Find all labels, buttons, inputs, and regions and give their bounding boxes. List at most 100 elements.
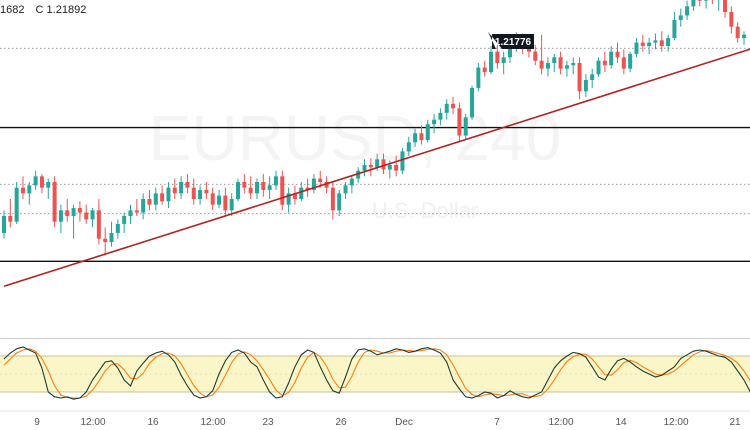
candle-body (236, 182, 241, 199)
candle-body (501, 57, 506, 63)
candle-body (147, 199, 152, 205)
candle-body (406, 142, 411, 152)
candle (647, 38, 652, 54)
candle (14, 182, 19, 224)
time-axis-tick-label: Dec (395, 417, 413, 428)
candle (65, 199, 70, 222)
candle-body (273, 176, 278, 186)
candle-body (261, 182, 266, 190)
candle-body (153, 193, 158, 205)
candle-body (292, 193, 297, 199)
candle (628, 51, 633, 73)
candle (153, 187, 158, 211)
watermark: EURUSD, 240 U.S. Dollar (149, 102, 562, 223)
candle (596, 57, 601, 77)
candle (476, 63, 481, 92)
candle (640, 34, 645, 52)
candle-body (400, 151, 405, 171)
candle (356, 167, 361, 184)
candle-body (217, 195, 222, 205)
candle (52, 176, 57, 228)
candle-body (128, 210, 133, 216)
candle (711, 0, 713, 5)
candle (685, 0, 690, 20)
candle-body (299, 187, 304, 199)
candle (122, 212, 127, 233)
candle-body (166, 187, 171, 202)
candle (602, 51, 607, 73)
candle-body (141, 199, 146, 213)
candle-body (590, 74, 595, 80)
candle (236, 178, 241, 202)
candle (84, 204, 89, 224)
candle-body (678, 15, 683, 20)
candle-body (413, 133, 418, 143)
candle (337, 189, 342, 216)
time-axis-tick-label: 23 (262, 417, 274, 428)
horizontal-levels (0, 47, 750, 263)
candle-body (368, 165, 373, 168)
candle (470, 85, 475, 120)
candle-body (254, 182, 259, 194)
candle-body (482, 67, 487, 73)
candle-body (394, 165, 399, 171)
candle (191, 178, 196, 205)
candle-body (470, 87, 475, 118)
candle (280, 170, 285, 211)
candle (103, 227, 108, 256)
candle-body (621, 57, 626, 69)
candle-body (685, 6, 690, 16)
time-axis-tick-label: 12:00 (80, 417, 105, 428)
candle-body (242, 182, 247, 188)
callout-price-label: 1.21776 (495, 37, 532, 48)
candle-body (666, 38, 671, 46)
candle (39, 174, 44, 194)
candle (109, 221, 114, 247)
candle-body (14, 187, 19, 222)
candle (90, 208, 95, 228)
candle-body (198, 189, 203, 199)
candle (27, 182, 32, 205)
candle-body (558, 57, 563, 69)
candle-body (742, 34, 746, 39)
candle-body (571, 63, 576, 66)
candle (71, 204, 76, 239)
candle (571, 57, 576, 75)
candle-body (691, 0, 696, 7)
candle-body (609, 51, 614, 66)
time-axis-tick-label: 7 (494, 417, 500, 428)
candle (58, 204, 63, 233)
time-axis-tick-label: 12:00 (200, 417, 225, 428)
candle (134, 199, 139, 216)
candle (609, 46, 614, 69)
candle (634, 38, 639, 58)
candle-body (330, 187, 335, 211)
candle-body (46, 182, 51, 188)
candle-body (8, 216, 13, 222)
candle-body (84, 212, 89, 220)
stochastic-pane (0, 346, 750, 400)
time-axis-tick-label: 21 (729, 417, 741, 428)
candle-body (545, 63, 550, 69)
candle (489, 46, 494, 75)
candle-body (653, 40, 658, 43)
candle-body (552, 57, 557, 63)
candle-body (349, 178, 354, 186)
candle (273, 170, 278, 190)
candle (463, 114, 468, 141)
candle (242, 174, 247, 194)
candle-body (463, 117, 468, 136)
candle-body (185, 182, 190, 188)
candle-body (20, 187, 25, 194)
candle (482, 60, 487, 77)
candle-body (489, 51, 494, 73)
candle-body (539, 60, 544, 69)
candle-body (210, 193, 215, 205)
candle-body (672, 19, 677, 39)
stochastic-k-line (3, 346, 750, 400)
candle (115, 219, 120, 239)
candle-body (596, 60, 601, 75)
trendline-layer[interactable] (3, 45, 750, 288)
trendline[interactable] (3, 45, 750, 288)
